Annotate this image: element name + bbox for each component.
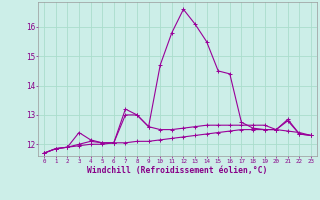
X-axis label: Windchill (Refroidissement éolien,°C): Windchill (Refroidissement éolien,°C)	[87, 166, 268, 175]
